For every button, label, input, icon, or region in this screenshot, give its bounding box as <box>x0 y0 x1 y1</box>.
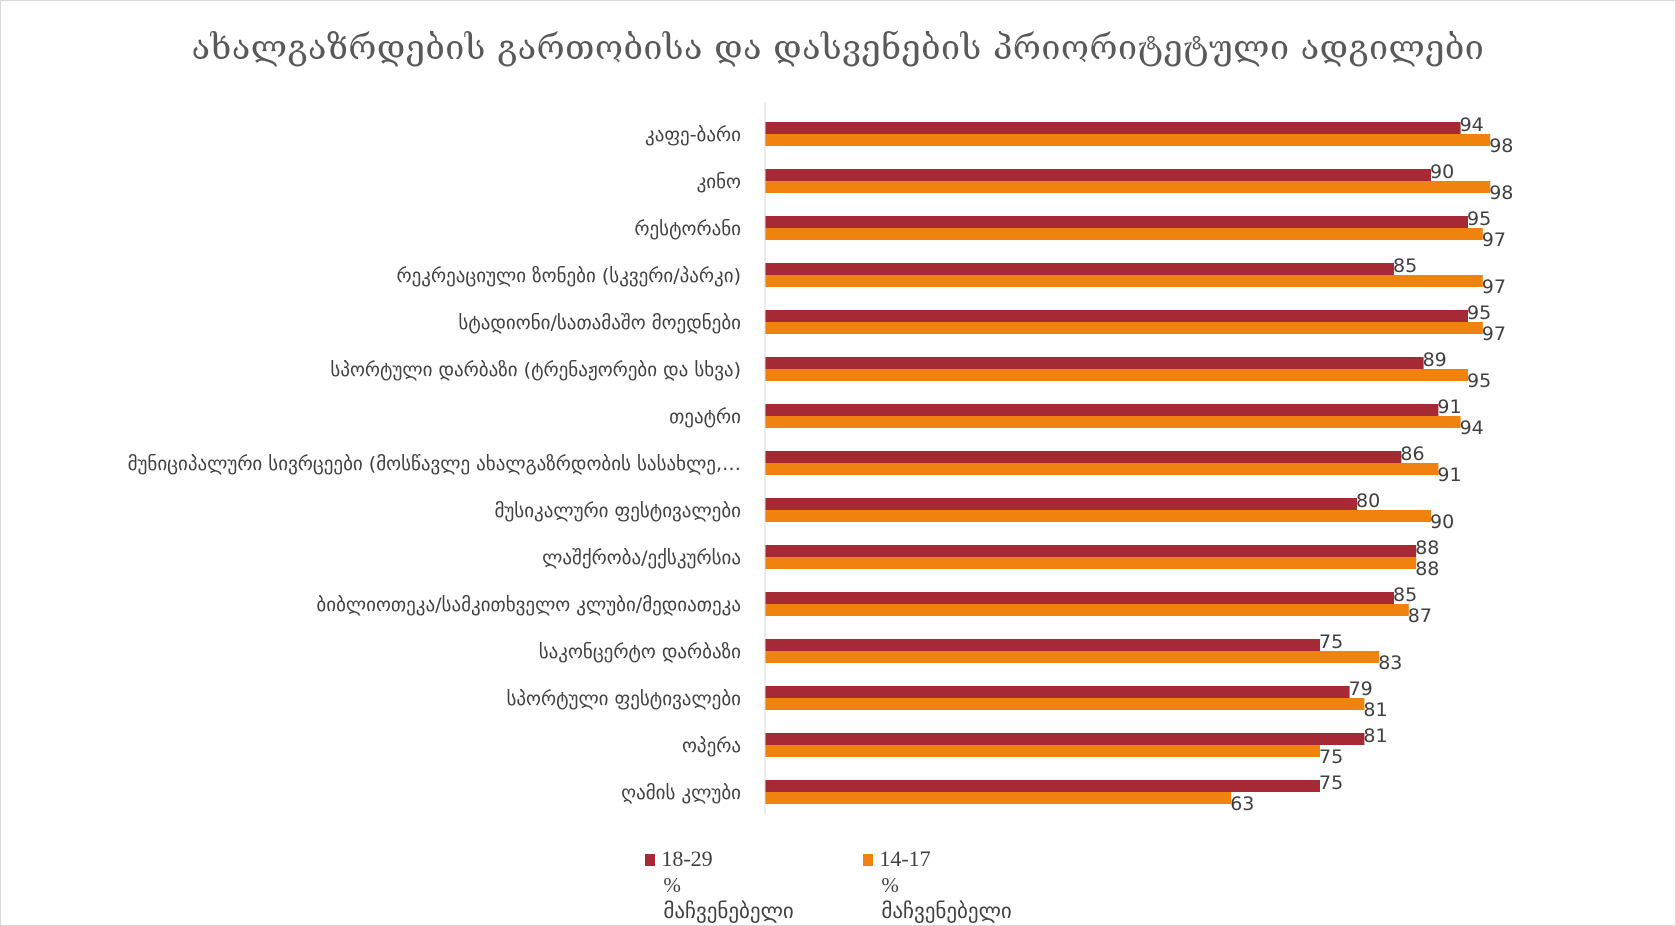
legend-item-series-1: 18-29 % მაჩვენებელი <box>645 846 795 924</box>
legend-item-series-2: 14-17 % მაჩვენებელი <box>863 846 1013 924</box>
bar-series-2 <box>765 745 1320 757</box>
data-label-series-2: 91 <box>1437 464 1461 486</box>
bar-series-1 <box>765 122 1461 134</box>
category-label: კაფე-ბარი <box>645 124 741 146</box>
data-label-series-2: 63 <box>1230 793 1254 815</box>
bar-series-2 <box>765 698 1365 710</box>
bar-series-2 <box>765 604 1409 616</box>
category-label: სპორტული ფესტივალები <box>506 688 741 710</box>
data-label-series-2: 94 <box>1460 417 1484 439</box>
bar-series-1 <box>765 545 1417 557</box>
bar-series-2 <box>765 416 1461 428</box>
bar-series-2 <box>765 463 1439 475</box>
category-label: სტადიონი/სათამაშო მოედნები <box>458 312 741 334</box>
legend-swatch-series-2 <box>863 854 874 866</box>
bar-series-1 <box>765 357 1424 369</box>
legend-label-series-2: 14-17 <box>879 846 931 871</box>
bar-series-1 <box>765 310 1468 322</box>
data-label-series-1: 89 <box>1423 349 1447 371</box>
category-label: ღამის კლუბი <box>621 782 741 804</box>
data-label-series-2: 98 <box>1489 135 1513 157</box>
category-label: ლაშქრობა/ექსკურსია <box>542 547 741 569</box>
category-label: თეატრი <box>669 406 741 428</box>
category-label: მუნიციპალური სივრცეები (მოსწავლე ახალგაზ… <box>128 453 741 475</box>
data-label-series-1: 86 <box>1400 443 1424 465</box>
data-label-series-1: 85 <box>1393 584 1417 606</box>
legend-sublabel-series-2: % მაჩვენებელი <box>881 873 1012 923</box>
data-label-series-1: 90 <box>1430 161 1454 183</box>
data-label-series-1: 75 <box>1319 631 1343 653</box>
bar-series-1 <box>765 780 1320 792</box>
data-label-series-2: 81 <box>1363 699 1387 721</box>
category-label: სპორტული დარბაზი (ტრენაჟორები და სხვა) <box>330 359 741 381</box>
bar-series-2 <box>765 322 1483 334</box>
category-label: ბიბლიოთეკა/სამკითხველო კლუბი/მედიათეკა <box>316 594 741 616</box>
data-label-series-2: 88 <box>1415 558 1439 580</box>
data-label-series-2: 98 <box>1489 182 1513 204</box>
data-label-series-1: 95 <box>1467 208 1491 230</box>
bars-layer <box>765 122 1491 804</box>
category-label: მუსიკალური ფესტივალები <box>494 500 741 522</box>
bar-series-2 <box>765 228 1483 240</box>
bar-series-1 <box>765 404 1439 416</box>
category-label: კინო <box>697 171 741 193</box>
bar-series-1 <box>765 639 1320 651</box>
bar-series-1 <box>765 451 1402 463</box>
bar-series-1 <box>765 498 1357 510</box>
bar-series-2 <box>765 651 1380 663</box>
bar-series-2 <box>765 557 1417 569</box>
bar-series-1 <box>765 263 1394 275</box>
data-label-series-2: 87 <box>1408 605 1432 627</box>
data-label-series-2: 83 <box>1378 652 1402 674</box>
data-label-series-2: 95 <box>1467 370 1491 392</box>
category-label: რესტორანი <box>634 218 741 240</box>
bar-series-2 <box>765 510 1431 522</box>
data-label-series-2: 97 <box>1482 229 1506 251</box>
data-label-series-1: 85 <box>1393 255 1417 277</box>
legend-label-series-1: 18-29 <box>661 846 713 871</box>
bar-series-2 <box>765 275 1483 287</box>
data-label-series-2: 97 <box>1482 276 1506 298</box>
bar-series-1 <box>765 686 1350 698</box>
data-label-series-1: 79 <box>1349 678 1373 700</box>
category-label: რეკრეაციული ზონები (სკვერი/პარკი) <box>397 265 741 287</box>
legend-sublabel-series-1: % მაჩვენებელი <box>663 873 794 923</box>
legend-swatch-series-1 <box>645 854 656 866</box>
data-label-series-1: 91 <box>1437 396 1461 418</box>
data-label-series-2: 75 <box>1319 746 1343 768</box>
bar-series-2 <box>765 134 1491 146</box>
data-label-series-2: 90 <box>1430 511 1454 533</box>
data-label-series-1: 75 <box>1319 772 1343 794</box>
bar-series-1 <box>765 216 1468 228</box>
data-label-series-1: 80 <box>1356 490 1380 512</box>
bar-series-2 <box>765 181 1491 193</box>
data-label-series-1: 95 <box>1467 302 1491 324</box>
bar-series-1 <box>765 592 1394 604</box>
bar-series-1 <box>765 733 1365 745</box>
data-label-series-1: 88 <box>1415 537 1439 559</box>
bar-series-1 <box>765 169 1431 181</box>
chart-title: ახალგაზრდების გართობისა და დასვენების პრ… <box>191 28 1485 68</box>
bar-series-2 <box>765 792 1232 804</box>
data-label-series-1: 94 <box>1460 114 1484 136</box>
category-label: საკონცერტო დარბაზი <box>539 641 741 663</box>
bar-series-2 <box>765 369 1468 381</box>
category-label: ოპერა <box>682 735 741 757</box>
data-label-series-2: 97 <box>1482 323 1506 345</box>
data-label-series-1: 81 <box>1363 725 1387 747</box>
